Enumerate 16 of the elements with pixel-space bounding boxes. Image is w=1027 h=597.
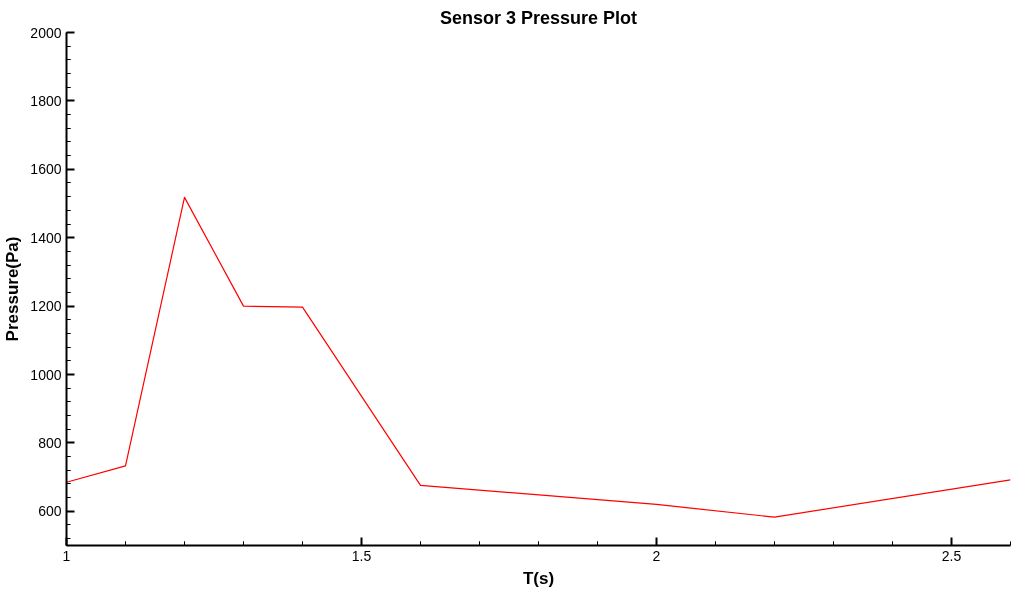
chart-title: Sensor 3 Pressure Plot	[439, 7, 638, 28]
y-tick-label: 600	[38, 503, 62, 520]
x-axis-title: T(s)	[522, 568, 555, 588]
y-tick-label: 1800	[30, 92, 62, 109]
y-tick-label: 800	[38, 434, 62, 451]
y-tick-label: 1000	[30, 366, 62, 383]
y-tick-label: 2000	[30, 24, 62, 41]
y-tick-label: 1600	[30, 161, 62, 178]
y-axis-title: Pressure(Pa)	[3, 236, 23, 342]
x-tick-label: 1.5	[351, 547, 372, 564]
x-tick-label: 2.5	[941, 547, 962, 564]
x-tick-label: 2	[652, 547, 661, 564]
line-series	[66, 196, 1011, 518]
x-tick-label: 1	[62, 547, 71, 564]
y-tick-label: 1200	[30, 298, 62, 315]
y-tick-label: 1400	[30, 229, 62, 246]
